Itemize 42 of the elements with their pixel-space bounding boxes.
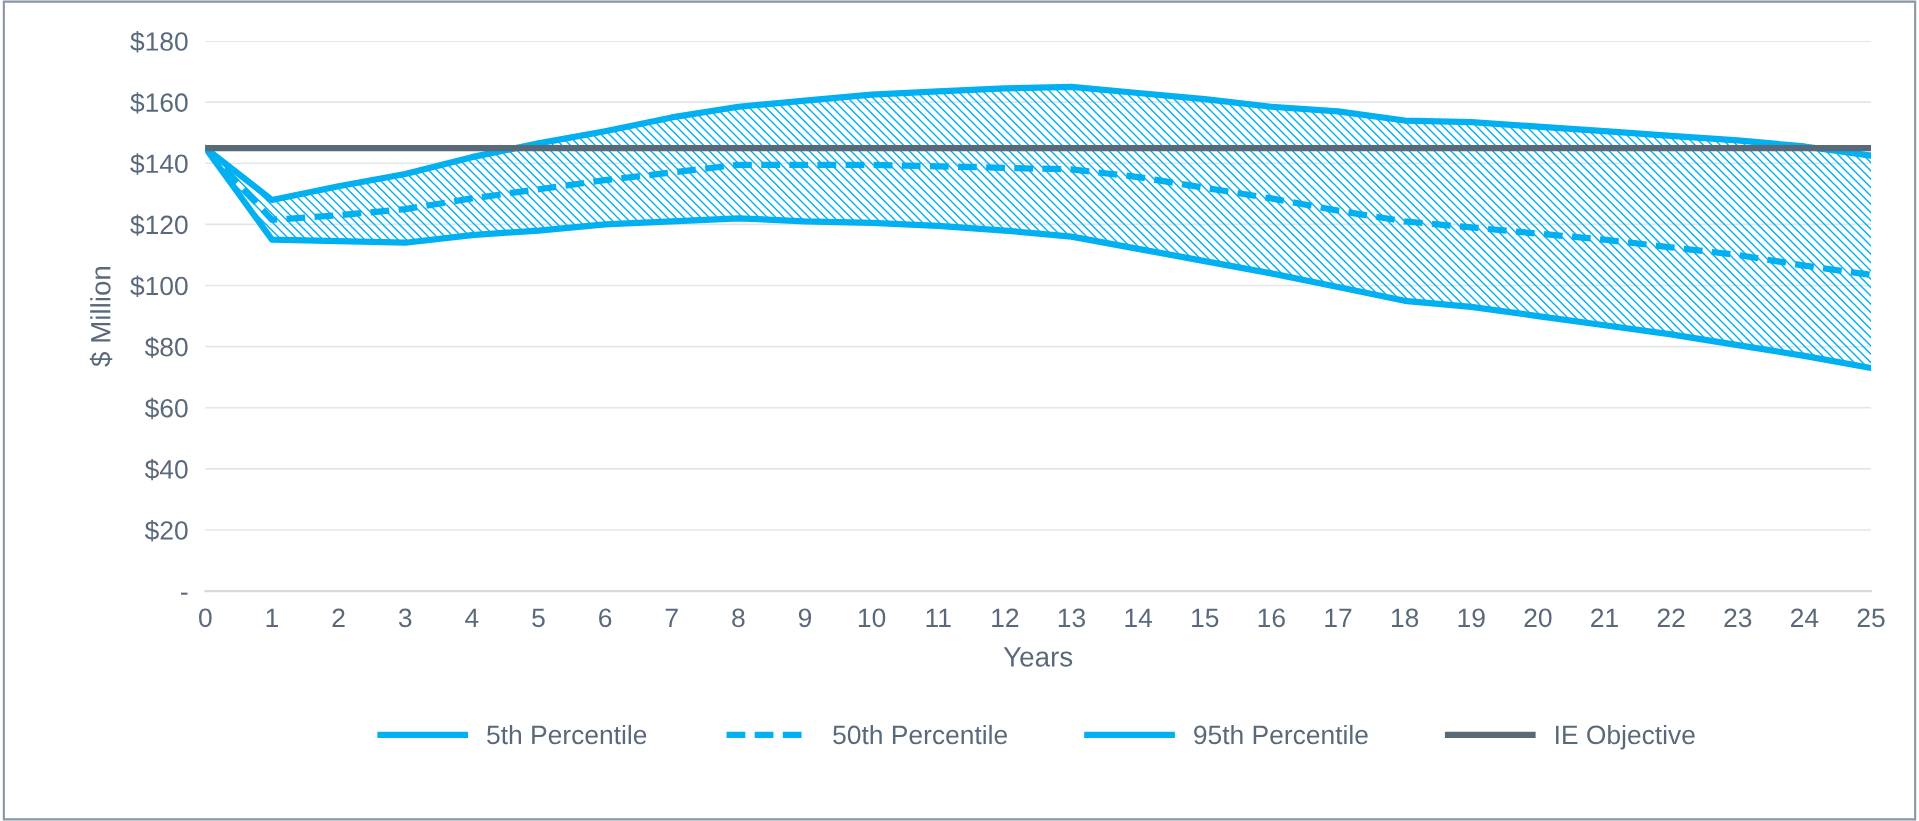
x-tick-label: 9 xyxy=(798,608,812,628)
x-tick-label: 1 xyxy=(266,608,279,627)
y-tick-label: $40 xyxy=(144,458,188,481)
y-tick-label: $80 xyxy=(144,336,188,359)
x-tick-label: 6 xyxy=(599,608,612,628)
y-tick-label: $100 xyxy=(130,275,188,297)
y-tick-label: $120 xyxy=(130,214,188,236)
x-tick-label: 16 xyxy=(1258,608,1285,628)
y-tick-label: $20 xyxy=(144,520,188,542)
x-tick-label: 10 xyxy=(858,608,886,628)
y-axis-title: $ Million xyxy=(89,266,113,367)
y-tick-label: $160 xyxy=(130,92,188,114)
x-tick-label: 17 xyxy=(1325,608,1352,627)
x-tick-label: 0 xyxy=(199,608,212,628)
x-tick-label: 5 xyxy=(532,608,545,628)
x-tick-label: 25 xyxy=(1857,608,1885,628)
x-tick-label: 23 xyxy=(1724,608,1752,628)
y-tick-label: $60 xyxy=(144,397,188,420)
x-tick-label: 14 xyxy=(1125,608,1153,627)
x-tick-label: 7 xyxy=(665,608,678,627)
legend-label: 50th Percentile xyxy=(833,724,1007,745)
legend-label: 95th Percentile xyxy=(1194,724,1368,745)
x-tick-label: 22 xyxy=(1657,608,1685,627)
x-tick-label: 18 xyxy=(1391,608,1419,628)
y-tick-label: $140 xyxy=(130,153,188,175)
x-tick-label: 8 xyxy=(732,608,745,628)
x-tick-label: 12 xyxy=(992,608,1019,627)
x-tick-label: 2 xyxy=(332,608,345,627)
x-tick-label: 19 xyxy=(1458,608,1485,628)
x-tick-label: 11 xyxy=(926,608,951,627)
x-tick-label: 15 xyxy=(1192,608,1219,628)
x-tick-label: 20 xyxy=(1524,608,1552,628)
x-tick-label: 21 xyxy=(1591,608,1618,627)
x-tick-label: 4 xyxy=(465,608,479,627)
legend-label: IE Objective xyxy=(1556,724,1695,750)
x-tick-label: 3 xyxy=(398,608,412,628)
y-tick-label: $180 xyxy=(130,31,188,53)
x-tick-label: 13 xyxy=(1058,608,1086,628)
x-axis-title: Years xyxy=(1003,647,1073,667)
x-tick-label: 24 xyxy=(1791,608,1819,627)
legend-label: 5th Percentile xyxy=(487,724,647,745)
y-tick-label: - xyxy=(181,592,188,595)
